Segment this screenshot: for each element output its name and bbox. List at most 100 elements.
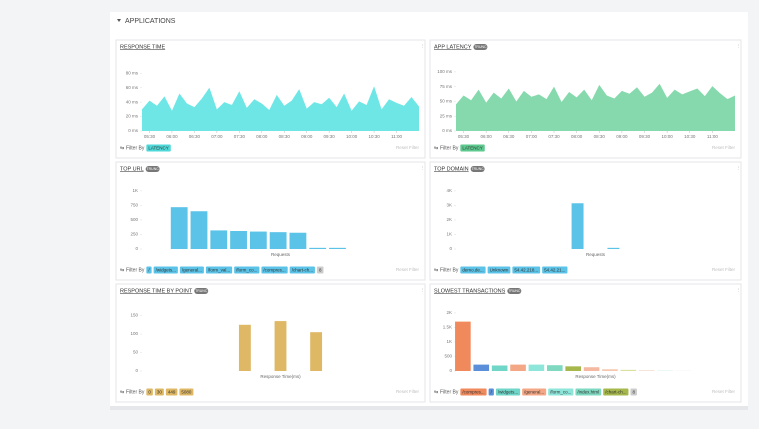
y-tick-label: 60 ms (126, 85, 139, 90)
filter-chip-label: 54.42.218... (514, 267, 538, 272)
bar (455, 321, 471, 371)
y-tick-label: 0 (135, 368, 138, 373)
filter-chip-label: /form_co... (550, 389, 571, 394)
x-tick-label: 08:30 (594, 134, 606, 139)
x-tick-label: 09:00 (301, 134, 313, 139)
filter-chip[interactable] (179, 388, 194, 396)
filter-chip-label: /chart-ch... (605, 389, 626, 394)
filter-chip-label: /widgets... (498, 389, 518, 394)
badge (145, 166, 160, 172)
panel-menu[interactable]: ⋮ (736, 165, 741, 171)
filter-icon: ⇆ (120, 389, 124, 395)
filter-chip[interactable] (234, 266, 260, 274)
bar (329, 247, 346, 249)
filter-chip[interactable] (146, 144, 171, 152)
panel (429, 283, 742, 403)
filter-chip-label: 30 (157, 389, 163, 394)
filter-chip[interactable] (522, 388, 547, 396)
filter-chip-label: / (148, 267, 150, 272)
reset-filter[interactable]: Reset Filter (712, 389, 736, 394)
filter-label: Filter By (440, 267, 459, 273)
y-tick-label: 4K (446, 188, 452, 193)
filter-chip[interactable] (154, 388, 164, 396)
filter-chip-label: 8 (319, 267, 322, 272)
badge-text: TRUNC (508, 289, 521, 293)
filter-chip[interactable] (460, 144, 485, 152)
filter-chip[interactable] (146, 388, 153, 396)
bar (309, 247, 327, 249)
filter-chip[interactable] (460, 266, 486, 274)
filter-chip-label: /general... (182, 267, 202, 272)
x-tick-label: 06:30 (503, 134, 515, 139)
filter-chip[interactable] (179, 266, 204, 274)
panel-title: APP LATENCY (434, 44, 472, 50)
panel-title: SLOWEST TRANSACTIONS (434, 288, 506, 294)
filter-chip[interactable] (512, 266, 541, 274)
x-tick-label: 10:30 (368, 134, 380, 139)
filter-chip[interactable] (460, 388, 487, 396)
filter-chip[interactable] (146, 266, 152, 274)
filter-chip[interactable] (542, 266, 568, 274)
y-tick-label: 1K (446, 339, 452, 344)
filter-chip[interactable] (153, 266, 178, 274)
filter-chip-label: /compres... (462, 389, 484, 394)
panel-menu[interactable]: ⋮ (736, 43, 741, 49)
reset-filter[interactable]: Reset Filter (712, 267, 736, 272)
y-tick-label: 500 (130, 217, 138, 222)
reset-filter[interactable]: Reset Filter (396, 145, 420, 150)
filter-chip[interactable] (261, 266, 288, 274)
filter-chip[interactable] (316, 266, 324, 274)
filter-chip[interactable] (495, 388, 521, 396)
badge-text: TRUNC (195, 289, 208, 293)
y-tick-label: 50 (133, 350, 139, 355)
x-tick-label: 11:00 (707, 134, 718, 139)
filter-label: Filter By (440, 389, 459, 395)
y-tick-label: 20 ms (126, 114, 139, 119)
panel-menu[interactable]: ⋮ (736, 287, 741, 293)
bar (638, 370, 655, 371)
panel-menu[interactable]: ⋮ (420, 165, 425, 171)
filter-chip[interactable] (630, 388, 637, 396)
filter-chip-label: demo.de... (462, 267, 483, 272)
filter-chip[interactable] (487, 266, 511, 274)
reset-filter[interactable]: Reset Filter (396, 267, 420, 272)
filter-chip[interactable] (548, 388, 574, 396)
reset-filter[interactable]: Reset Filter (712, 145, 736, 150)
badge (473, 44, 488, 50)
filter-chip-label: /chart-ch... (292, 267, 313, 272)
filter-chip[interactable] (575, 388, 602, 396)
filter-chip-label: 449 (168, 389, 176, 394)
filter-chip[interactable] (165, 388, 178, 396)
bar (607, 247, 620, 249)
y-tick-label: 80 ms (126, 70, 139, 75)
y-tick-label: 0 ms (128, 128, 139, 133)
panel-menu[interactable]: ⋮ (420, 287, 425, 293)
y-tick-label: 1.5K (443, 325, 452, 330)
x-axis-label: Response Time(ms) (260, 374, 301, 379)
filter-chip[interactable] (289, 266, 315, 274)
filter-chip-label: LATENCY (148, 145, 168, 150)
badge (507, 288, 522, 294)
filter-chip[interactable] (603, 388, 629, 396)
scrollbar (110, 406, 748, 410)
panel-menu[interactable]: ⋮ (420, 43, 425, 49)
filter-chip[interactable] (205, 266, 233, 274)
badge (194, 288, 209, 294)
filter-icon: ⇆ (434, 267, 438, 273)
bar (274, 321, 287, 371)
x-tick-label: 10:00 (346, 134, 358, 139)
filter-icon: ⇆ (120, 267, 124, 273)
bar (310, 332, 323, 371)
y-tick-label: 25 ms (440, 113, 453, 118)
panel (115, 283, 426, 403)
y-tick-label: 0 ms (442, 128, 453, 133)
reset-filter[interactable]: Reset Filter (396, 389, 420, 394)
panel (115, 161, 426, 281)
bar (210, 230, 228, 249)
filter-chip[interactable] (488, 388, 494, 396)
panel-title: RESPONSE TIME (120, 44, 165, 50)
filter-label: Filter By (126, 145, 145, 151)
collapse-icon[interactable] (117, 19, 121, 22)
